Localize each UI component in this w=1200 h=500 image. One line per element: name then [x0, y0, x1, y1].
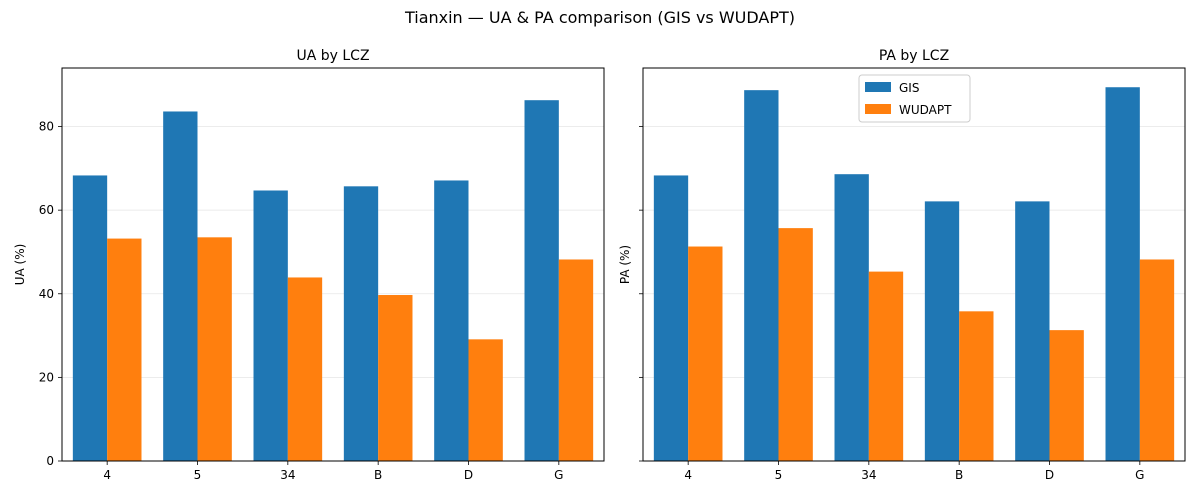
bar-gis-34	[253, 190, 288, 461]
bar-gis-5	[744, 90, 779, 461]
bar-wudapt-D	[468, 339, 503, 461]
legend: GIS WUDAPT	[858, 74, 971, 123]
panel-title: PA by LCZ	[879, 48, 949, 64]
bar-gis-B	[924, 201, 960, 462]
x-tick-label: B	[955, 468, 963, 482]
x-tick-label: 4	[684, 468, 692, 482]
x-tick-label: B	[374, 468, 382, 482]
bar-wudapt-4	[107, 238, 142, 461]
bar-wudapt-4	[688, 246, 723, 461]
x-tick-label: 5	[194, 468, 202, 482]
y-tick-label: 0	[46, 454, 54, 468]
bar-wudapt-B	[378, 295, 413, 461]
legend-label-wudapt: WUDAPT	[899, 103, 952, 117]
y-axis-label: PA (%)	[618, 245, 632, 284]
bar-gis-G	[1105, 87, 1140, 461]
x-tick-label: 34	[861, 468, 876, 482]
bar-gis-D	[1015, 201, 1050, 462]
chart-panel-1: 4 5 34 B D G 0 20 40 60 80 UA by LCZ UA (%)	[13, 48, 605, 482]
bar-wudapt-5	[197, 237, 232, 461]
bar-wudapt-5	[778, 228, 813, 461]
bar-gis-4	[72, 175, 108, 461]
bar-wudapt-G	[558, 259, 594, 461]
x-tick-label: G	[554, 468, 563, 482]
bar-gis-5	[163, 111, 198, 462]
chart-panel-2: 4 5 34 B D G PA by LCZ PA (%) GIS WUDAPT	[618, 48, 1186, 482]
bar-wudapt-34	[868, 271, 904, 461]
panel-title: UA by LCZ	[296, 48, 369, 64]
axes-frame	[61, 67, 605, 462]
y-tick-label: 20	[39, 370, 54, 384]
y-tick-label: 40	[39, 287, 54, 301]
bar-gis-G	[524, 100, 559, 461]
bar-wudapt-D	[1049, 330, 1084, 461]
legend-label-gis: GIS	[899, 81, 919, 95]
bar-gis-D	[434, 180, 469, 461]
y-tick-label: 80	[39, 120, 54, 134]
bar-gis-34	[834, 174, 869, 462]
legend-swatch-wudapt	[865, 104, 891, 114]
x-tick-label: 4	[103, 468, 111, 482]
x-tick-label: D	[464, 468, 473, 482]
bar-wudapt-34	[287, 277, 323, 461]
x-tick-label: 5	[775, 468, 783, 482]
x-tick-label: D	[1045, 468, 1054, 482]
bar-gis-4	[653, 175, 689, 461]
bar-wudapt-G	[1139, 259, 1175, 461]
axes-frame	[642, 67, 1186, 462]
x-tick-label: 34	[280, 468, 295, 482]
y-axis-label: UA (%)	[13, 244, 27, 286]
x-tick-label: G	[1135, 468, 1144, 482]
y-tick-label: 60	[39, 203, 54, 217]
bar-wudapt-B	[959, 311, 994, 461]
bar-gis-B	[343, 186, 379, 461]
legend-swatch-gis	[865, 82, 891, 92]
figure-title: Tianxin — UA & PA comparison (GIS vs WUD…	[404, 8, 796, 27]
